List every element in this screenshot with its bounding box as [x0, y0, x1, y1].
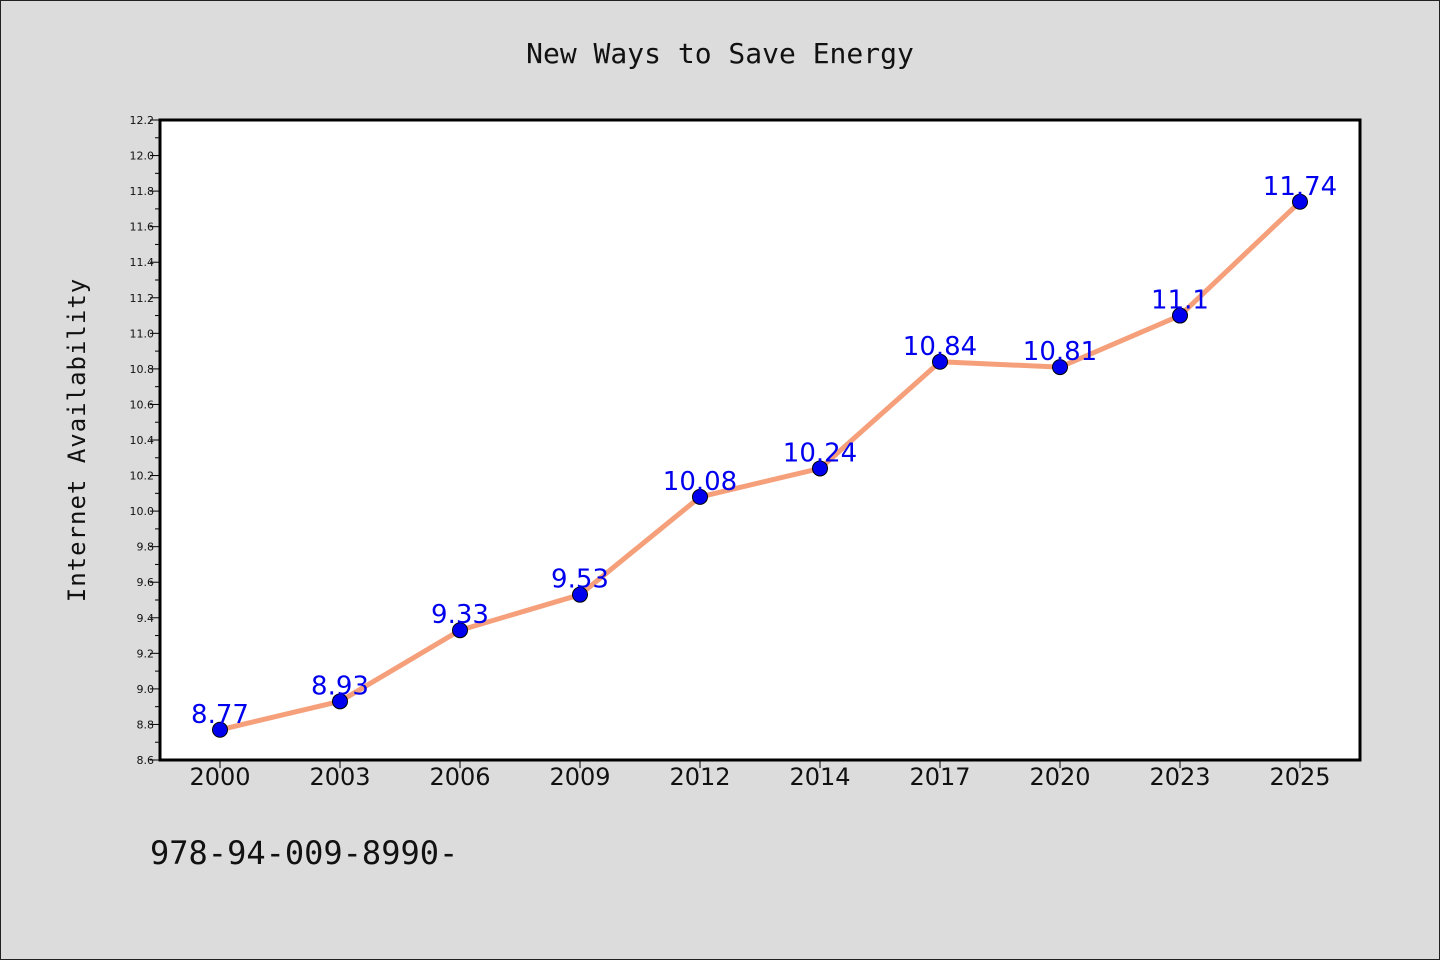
data-point: [452, 622, 468, 639]
chart-title: New Ways to Save Energy: [526, 37, 914, 70]
y-tick-label: 9.2: [137, 647, 155, 660]
y-tick-label: 11.2: [130, 292, 155, 305]
y-tick-label: 9.6: [137, 576, 155, 589]
data-point: [812, 460, 828, 477]
x-axis: 2000 2003 2006 2009 2012 2014 2017 2020 2023 2025: [189, 760, 1331, 791]
y-tick-label: 8.8: [137, 718, 155, 731]
y-axis: 8.6 8.8 9.0 9.2 9.4 9.6 9.8 10.0 10.2 10.4 10.6 10.…: [130, 114, 160, 767]
y-tick-label: 9.4: [137, 612, 155, 625]
data-label: 10.81: [1023, 337, 1097, 367]
x-tick-label: 2003: [309, 763, 370, 791]
plot-border: [158, 118, 1362, 762]
data-point: [332, 693, 348, 710]
series-line-group: [217, 199, 1303, 733]
data-label: 10.24: [783, 438, 857, 468]
x-tick-label: 2020: [1029, 763, 1090, 791]
data-point: [1292, 193, 1308, 210]
y-tick-label: 10.8: [130, 363, 155, 376]
y-tick-label: 12.2: [130, 114, 155, 127]
plot-area: [160, 120, 1360, 760]
data-label: 8.77: [191, 700, 249, 730]
x-tick-label: 2025: [1269, 763, 1330, 791]
x-tick-label: 2012: [669, 763, 730, 791]
data-label: 9.53: [551, 565, 609, 595]
y-tick-label: 10.2: [130, 470, 155, 483]
data-label: 11.1: [1151, 286, 1209, 316]
x-tick-label: 2009: [549, 763, 610, 791]
y-tick-label: 11.0: [130, 327, 155, 340]
y-tick-label: 12.0: [130, 150, 155, 163]
data-label: 10.84: [903, 332, 977, 362]
y-tick-label: 11.6: [130, 221, 155, 234]
data-point: [932, 353, 948, 370]
data-label: 9.33: [431, 600, 489, 630]
footnote-text: 978-94-009-8990-: [150, 834, 458, 872]
x-tick-label: 2023: [1149, 763, 1210, 791]
data-point: [1172, 307, 1188, 324]
y-tick-label: 11.4: [130, 256, 155, 269]
data-label: 8.93: [311, 671, 369, 701]
data-point: [1052, 359, 1068, 376]
data-labels: 8.77 8.93 9.33 9.53 10.08 10.24 10.84 10.81 11.1…: [191, 172, 1337, 730]
y-tick-label: 10.0: [130, 505, 155, 518]
data-label: 10.08: [663, 467, 737, 497]
x-tick-label: 2000: [189, 763, 250, 791]
y-axis-label: Internet Availability: [63, 278, 91, 602]
y-tick-label: 10.6: [130, 398, 155, 411]
data-markers: [212, 193, 1308, 738]
data-point: [572, 586, 588, 603]
x-tick-label: 2014: [789, 763, 850, 791]
x-tick-label: 2017: [909, 763, 970, 791]
data-point: [212, 721, 228, 738]
y-tick-label: 9.0: [137, 683, 155, 696]
series-line: [217, 199, 1303, 733]
x-tick-label: 2006: [429, 763, 490, 791]
data-point: [692, 488, 708, 505]
y-tick-label: 10.4: [130, 434, 155, 447]
y-tick-label: 8.6: [137, 754, 155, 767]
y-tick-label: 11.8: [130, 185, 155, 198]
data-label: 11.74: [1263, 172, 1337, 202]
y-tick-label: 9.8: [137, 541, 155, 554]
